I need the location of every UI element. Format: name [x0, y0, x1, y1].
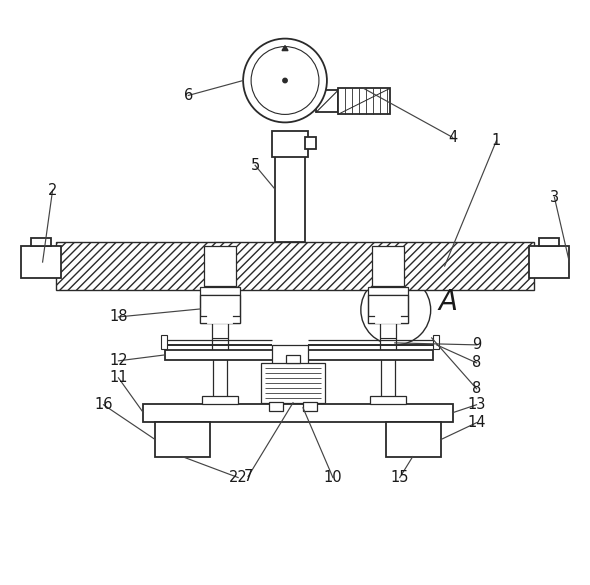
Text: 4: 4 [448, 130, 457, 145]
Bar [539, 238, 559, 246]
Bar [305, 137, 316, 149]
Bar [202, 396, 238, 404]
Text: A: A [438, 288, 457, 316]
Text: 8: 8 [472, 355, 481, 370]
Bar [212, 323, 228, 353]
Bar [380, 323, 396, 353]
Bar [21, 246, 61, 278]
Text: 16: 16 [94, 397, 113, 412]
Text: 14: 14 [467, 415, 486, 430]
Text: 18: 18 [109, 309, 127, 325]
Text: 6: 6 [183, 88, 193, 103]
Text: 15: 15 [391, 470, 409, 485]
Circle shape [243, 39, 327, 122]
Bar [31, 238, 51, 246]
Bar [261, 363, 325, 402]
Text: 3: 3 [550, 190, 559, 205]
Circle shape [251, 47, 319, 115]
Bar [161, 335, 168, 349]
Bar [372, 246, 404, 286]
Bar [204, 246, 236, 286]
Bar [200, 287, 240, 295]
Bar [370, 396, 406, 404]
Bar [376, 299, 400, 323]
Text: 22: 22 [229, 470, 248, 485]
Text: 9: 9 [472, 338, 481, 352]
Text: 13: 13 [467, 397, 486, 412]
Bar [286, 355, 300, 363]
Bar [338, 88, 390, 115]
Text: 12: 12 [109, 353, 127, 369]
Bar [208, 299, 232, 323]
Text: 2: 2 [48, 183, 57, 198]
Bar [272, 345, 308, 365]
Bar [143, 404, 453, 422]
Bar [316, 91, 338, 112]
Bar [275, 135, 305, 242]
Bar [529, 246, 569, 278]
Circle shape [361, 275, 431, 345]
Bar [368, 287, 408, 295]
Bar [200, 295, 240, 323]
Bar [165, 350, 432, 360]
Bar [386, 422, 441, 457]
Bar [368, 316, 408, 323]
Bar [55, 242, 535, 290]
Text: 11: 11 [109, 370, 127, 386]
Text: 7: 7 [244, 469, 253, 484]
Text: 5: 5 [251, 158, 260, 173]
Circle shape [283, 78, 287, 82]
Bar [368, 295, 408, 323]
Bar [200, 316, 240, 323]
Text: 8: 8 [472, 381, 481, 396]
Bar [272, 132, 308, 157]
Bar [432, 335, 438, 349]
Bar [269, 402, 283, 411]
Bar [303, 402, 317, 411]
Text: 1: 1 [492, 133, 501, 148]
Text: 10: 10 [323, 470, 342, 485]
Polygon shape [282, 46, 288, 50]
Bar [155, 422, 210, 457]
